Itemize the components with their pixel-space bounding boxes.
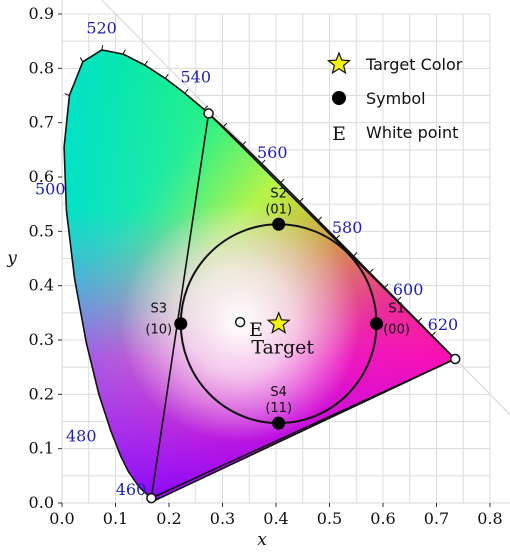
symbol-point — [174, 317, 188, 331]
locus-tick — [242, 141, 247, 146]
y-tick-label: 0.5 — [29, 221, 54, 240]
wavelength-label: 480 — [66, 427, 97, 446]
primary-vertex — [203, 108, 214, 119]
wavelength-label: 460 — [116, 480, 147, 499]
wavelength-label: 620 — [428, 315, 459, 334]
x-axis-title: x — [257, 530, 267, 550]
symbol-name-label: S2 — [270, 186, 287, 201]
locus-tick — [64, 93, 70, 96]
symbol-point — [272, 217, 286, 231]
locus-ticks — [64, 44, 436, 336]
y-tick-label: 0.8 — [29, 58, 54, 77]
locus-tick — [184, 89, 189, 94]
x-tick-label: 0.7 — [424, 509, 449, 528]
locus-tick — [79, 57, 84, 63]
locus-tick — [384, 283, 389, 288]
wavelength-label: 600 — [393, 280, 424, 299]
y-tick-label: 0.0 — [29, 493, 54, 512]
locus-tick — [397, 296, 402, 301]
wavelength-label: 540 — [180, 67, 211, 86]
locus-tick — [431, 331, 436, 336]
symbol-code-label: (11) — [265, 401, 292, 416]
symbol-point — [370, 317, 384, 331]
wavelength-label: 560 — [257, 143, 288, 162]
y-tick-label: 0.3 — [29, 330, 54, 349]
x-tick-label: 0.8 — [477, 509, 502, 528]
symbol-code-label: (00) — [383, 323, 410, 338]
x-tick-label: 0.5 — [317, 509, 342, 528]
locus-tick — [369, 268, 374, 273]
x-tick-label: 0.0 — [49, 509, 74, 528]
locus-tick — [280, 178, 285, 184]
symbol-point — [272, 416, 286, 430]
locus-tick — [417, 317, 423, 322]
locus-tick — [317, 216, 323, 221]
legend: Target Color Symbol E White point — [326, 51, 463, 145]
wavelength-label: 500 — [35, 179, 66, 198]
gamut-triangle — [150, 111, 457, 500]
locus-tick — [222, 122, 228, 128]
locus-tick — [101, 44, 104, 51]
x-tick-label: 0.6 — [370, 509, 395, 528]
symbol-name-label: S4 — [270, 385, 287, 400]
y-tick-label: 0.9 — [29, 4, 54, 23]
y-axis-title: y — [6, 249, 17, 269]
locus-tick — [299, 197, 304, 202]
locus-tick — [164, 74, 169, 79]
primary-vertex — [146, 492, 157, 504]
locus-tick — [122, 49, 126, 55]
symbol-code-label: (10) — [145, 323, 172, 338]
y-tick-label: 0.4 — [29, 276, 54, 295]
primary-vertex — [449, 353, 461, 365]
y-tick-label: 0.6 — [29, 167, 54, 186]
locus-tick — [335, 234, 341, 239]
locus-tick — [203, 105, 208, 110]
locus-tick — [261, 159, 266, 165]
white-point-label: E — [249, 319, 263, 341]
symbol-code-label: (01) — [265, 202, 292, 217]
target-label: Target — [251, 337, 314, 359]
legend-symbol-marker — [332, 91, 346, 105]
symbol-name-label: S3 — [151, 302, 168, 317]
locus-tick — [353, 252, 358, 257]
x-tick-label: 0.1 — [103, 509, 128, 528]
symbol-name-label: S1 — [388, 302, 405, 317]
y-tick-label: 0.1 — [29, 439, 54, 458]
y-tick-label: 0.2 — [29, 384, 54, 403]
legend-entry-label: Target Color — [365, 55, 463, 74]
x-tick-label: 0.3 — [210, 509, 235, 528]
y-tick-label: 0.7 — [29, 113, 54, 132]
wavelength-label: 520 — [86, 19, 117, 38]
legend-star-marker — [326, 51, 352, 75]
legend-entry-label: White point — [366, 123, 458, 142]
legend-entry-label: Symbol — [366, 89, 426, 108]
wavelength-label: 580 — [332, 218, 363, 237]
legend-e-marker: E — [332, 123, 346, 145]
locus-tick — [144, 60, 148, 66]
x-tick-label: 0.4 — [263, 509, 288, 528]
target-star — [266, 311, 291, 334]
white-point-marker — [234, 316, 246, 328]
x-tick-label: 0.2 — [156, 509, 181, 528]
